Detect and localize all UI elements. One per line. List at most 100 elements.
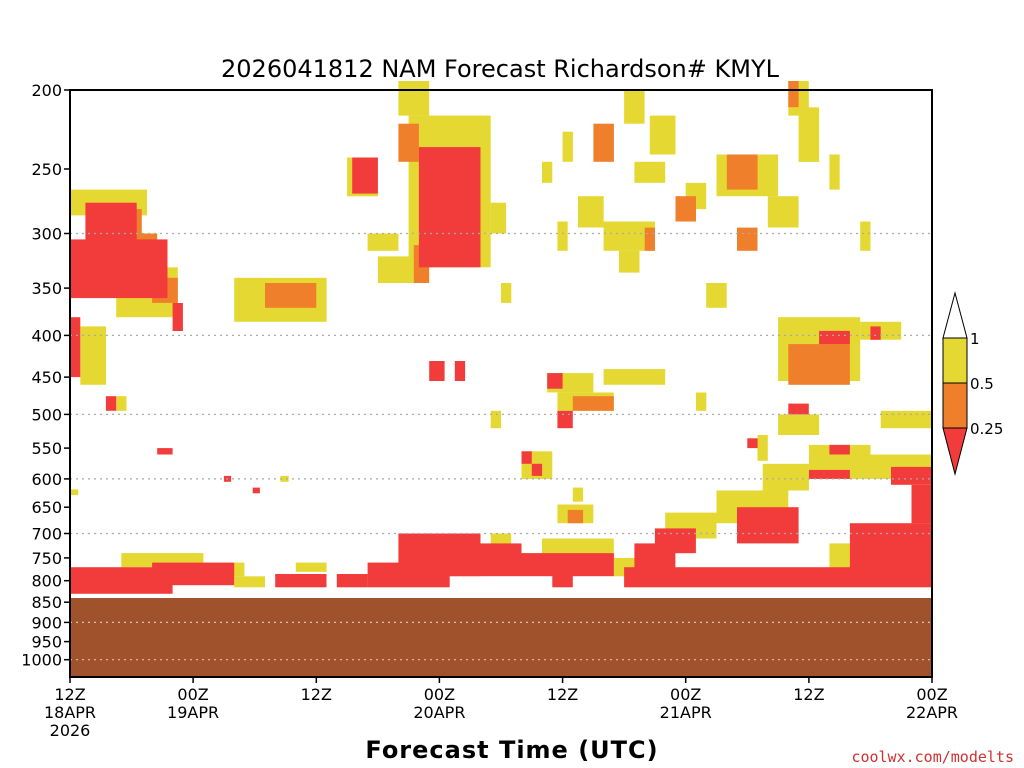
x-tick-label-4-1: 12Z (547, 685, 578, 704)
ri-cell-y-30 (562, 131, 573, 162)
y-tick-label-600: 600 (31, 470, 62, 489)
ri-cell-r-53 (819, 330, 850, 345)
ri-cell-r-97 (552, 571, 573, 588)
ri-cell-y-74 (762, 463, 809, 491)
ri-cell-y-57 (880, 410, 932, 429)
x-tick-label-7-2: 22APR (906, 703, 958, 722)
ri-cell-o-61 (572, 396, 614, 411)
ri-cell-y-72 (757, 435, 768, 461)
ri-cell-y-50 (860, 221, 871, 251)
ri-cell-r-81 (737, 507, 799, 544)
ri-cell-o-45 (737, 227, 758, 251)
ri-cell-y-29 (557, 221, 568, 251)
ri-cell-r-10 (105, 396, 117, 411)
y-tick-label-750: 750 (31, 549, 62, 568)
y-tick-label-250: 250 (31, 160, 62, 179)
ri-cell-y-38 (649, 115, 676, 155)
ri-cell-r-67 (521, 451, 532, 464)
ri-cell-y-64 (490, 410, 501, 429)
y-tick-label-650: 650 (31, 498, 62, 517)
ri-cell-r-106 (157, 448, 173, 455)
ri-cell-o-34 (644, 227, 655, 251)
y-tick-label-300: 300 (31, 225, 62, 244)
ri-cell-r-2 (70, 239, 168, 299)
ri-cell-y-26 (490, 202, 507, 234)
y-axis: 200 250 300 350 400 450 500 550 600 650 700 750 800 8… (21, 81, 70, 670)
legend: 1 0.5 0.25 (942, 291, 1003, 476)
y-tick-label-200: 200 (31, 81, 62, 100)
ri-cell-y-96 (542, 538, 614, 554)
ri-cell-y-71 (572, 487, 584, 502)
ri-cell-r-73 (747, 438, 758, 449)
ri-cell-y-31 (578, 196, 604, 228)
ri-cell-r-24 (429, 361, 445, 381)
plot-frame (69, 89, 933, 678)
legend-label-1: 1 (970, 330, 980, 348)
y-tick-label-850: 850 (31, 593, 62, 612)
ri-cell-y-9 (80, 326, 106, 385)
terrain-fill (70, 598, 932, 677)
x-tick-label-3-1: 00Z (424, 685, 455, 704)
data-cells (70, 81, 932, 594)
ri-cell-y-18 (398, 81, 430, 116)
ri-cell-r-103 (275, 574, 327, 588)
ri-cell-o-32 (593, 123, 614, 162)
ri-cell-o-70 (567, 509, 584, 524)
ri-cell-r-59 (547, 373, 563, 389)
ri-cell-y-65 (696, 392, 707, 411)
y-tick-label-550: 550 (31, 439, 62, 458)
ri-cell-y-11 (116, 396, 127, 411)
ri-cell-y-48 (798, 107, 820, 162)
x-tick-label-2-1: 12Z (301, 685, 332, 704)
ri-cell-r-54 (788, 403, 809, 415)
chart-title: 2026041812 NAM Forecast Richardson# KMYL (221, 55, 780, 83)
ri-cell-r-15 (352, 157, 378, 194)
ri-cell-r-93 (480, 543, 522, 577)
ri-cell-r-8 (70, 317, 81, 378)
ri-cell-y-110 (70, 489, 79, 496)
ri-cell-y-104 (295, 562, 327, 572)
ri-cell-r-95 (521, 553, 614, 577)
ri-cell-o-13 (265, 283, 317, 308)
ri-cell-r-63 (557, 410, 573, 429)
ri-cell-y-28 (542, 161, 553, 183)
ri-cell-y-36 (624, 90, 645, 124)
y-tick-label-500: 500 (31, 405, 62, 424)
ri-cell-y-35 (619, 250, 640, 273)
y-tick-label-900: 900 (31, 613, 62, 632)
ri-cell-o-19 (398, 123, 419, 162)
ri-cell-r-76 (808, 469, 850, 479)
ri-cell-y-44 (767, 196, 799, 228)
credit-text: coolwx.com/modelts (851, 748, 1014, 766)
ri-cell-y-37 (634, 161, 666, 183)
x-tick-label-0-1: 12Z (54, 685, 85, 704)
y-tick-label-700: 700 (31, 525, 62, 544)
ri-cell-y-102 (234, 576, 265, 588)
terrain-layer (70, 598, 932, 677)
x-tick-label-1-2: 19APR (167, 703, 219, 722)
y-tick-label-350: 350 (31, 279, 62, 298)
ri-cell-y-41 (706, 283, 727, 308)
ri-cell-r-86 (624, 567, 932, 588)
ri-cell-r-79 (891, 466, 932, 485)
ri-cell-r-108 (252, 487, 260, 494)
legend-top-arrow (942, 291, 968, 339)
x-tick-label-0-3: 2026 (50, 721, 91, 740)
ri-cell-o-47 (788, 81, 799, 108)
ri-cell-y-27 (501, 283, 512, 303)
ri-cell-r-87 (849, 523, 932, 572)
ri-cell-y-111 (778, 414, 820, 435)
ri-cell-r-84 (634, 543, 676, 572)
x-tick-label-0-2: 18APR (44, 703, 96, 722)
x-tick-label-5-1: 00Z (670, 685, 701, 704)
ri-cell-y-49 (829, 154, 840, 190)
ri-cell-r-21 (418, 147, 481, 268)
y-tick-label-950: 950 (31, 633, 62, 652)
ri-cell-y-16 (367, 233, 399, 251)
ri-cell-y-94 (490, 533, 512, 544)
ri-cell-r-92 (367, 562, 450, 588)
ri-cell-o-39 (675, 196, 696, 222)
y-tick-label-400: 400 (31, 326, 62, 345)
y-tick-label-450: 450 (31, 368, 62, 387)
